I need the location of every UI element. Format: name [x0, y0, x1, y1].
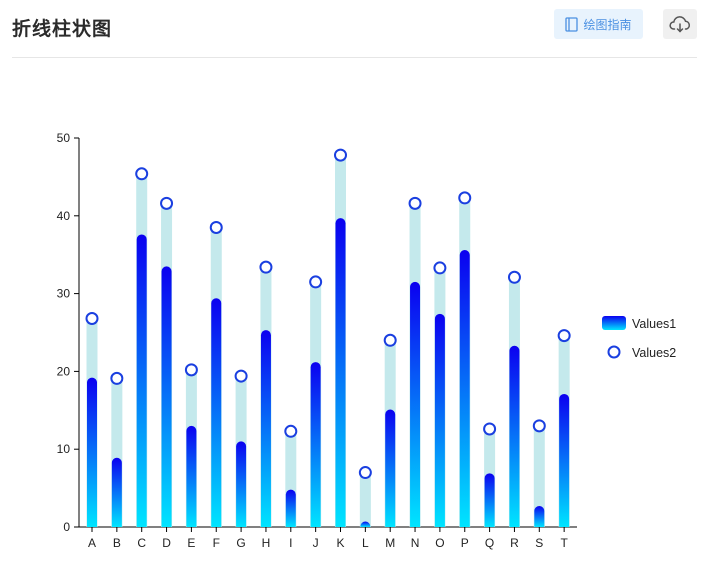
- x-tick-label: I: [289, 536, 292, 550]
- marker-values2: [234, 369, 248, 383]
- x-tick-label: H: [262, 536, 271, 550]
- x-tick-label: K: [336, 536, 344, 550]
- marker-values2: [408, 196, 422, 210]
- header-divider: [12, 57, 697, 58]
- x-tick-label: L: [362, 536, 369, 550]
- bar-values1: [509, 345, 520, 527]
- bar-background: [533, 425, 545, 527]
- marker-values2: [209, 220, 223, 234]
- legend-swatch-values2: [607, 345, 621, 359]
- bar-values1: [310, 362, 321, 527]
- y-tick-label: 20: [57, 364, 71, 378]
- legend-swatch-values1: [602, 316, 626, 330]
- marker-values2: [110, 371, 124, 385]
- bar-values1: [459, 250, 470, 527]
- x-tick-label: N: [411, 536, 420, 550]
- bar-background: [285, 431, 297, 527]
- bar-values1: [87, 377, 97, 527]
- marker-values2: [433, 261, 447, 275]
- x-tick-label: B: [113, 536, 121, 550]
- marker-values2: [458, 191, 472, 205]
- x-tick-label: F: [213, 536, 220, 550]
- marker-values2: [184, 363, 198, 377]
- marker-values2: [358, 466, 372, 480]
- x-tick-label: D: [162, 536, 171, 550]
- x-tick-label: O: [435, 536, 444, 550]
- y-tick-label: 10: [57, 442, 71, 456]
- y-tick-label: 50: [57, 131, 71, 145]
- x-tick-label: T: [560, 536, 568, 550]
- bar-values1: [260, 330, 271, 527]
- y-tick-label: 0: [63, 520, 70, 534]
- bar-values1: [111, 457, 122, 527]
- bar-background: [111, 378, 123, 527]
- header: 折线柱状图 绘图指南: [0, 0, 703, 58]
- bar-background: [359, 472, 371, 527]
- x-tick-label: G: [236, 536, 245, 550]
- bar-values1: [434, 313, 445, 527]
- marker-values2: [309, 275, 323, 289]
- page-title: 折线柱状图: [12, 18, 113, 40]
- bar-group: [87, 218, 570, 527]
- y-tick-label: 30: [57, 287, 71, 301]
- marker-values2: [557, 329, 571, 343]
- marker-values2: [160, 196, 174, 210]
- bar-values1: [410, 281, 421, 527]
- x-tick-label: C: [137, 536, 146, 550]
- bar-values1: [534, 505, 545, 527]
- legend-label-values2: Values2: [632, 346, 676, 360]
- legend-item-values1[interactable]: Values1: [602, 316, 676, 331]
- drawing-guide-button[interactable]: 绘图指南: [554, 9, 643, 39]
- marker-values2: [383, 333, 397, 347]
- x-tick-label: M: [385, 536, 395, 550]
- x-tick-label: E: [187, 536, 195, 550]
- bar-values1: [211, 298, 222, 527]
- marker-values2: [284, 424, 298, 438]
- x-tick-label: S: [535, 536, 543, 550]
- x-tick-label: P: [461, 536, 469, 550]
- cloud-download-icon: [669, 16, 691, 33]
- bar-values1: [136, 234, 147, 527]
- legend: Values1 Values2: [602, 316, 676, 360]
- x-tick-label: R: [510, 536, 519, 550]
- x-tick-label: J: [313, 536, 319, 550]
- bar-values1: [186, 425, 197, 527]
- book-icon: [565, 16, 579, 32]
- marker-values2: [507, 270, 521, 284]
- x-tick-label: Q: [485, 536, 494, 550]
- legend-item-values2[interactable]: Values2: [607, 345, 677, 360]
- bar-values1: [559, 393, 570, 527]
- bar-values1: [236, 441, 247, 527]
- bar-values1: [385, 409, 396, 527]
- chart-axes: 0 10 20 30 40 50 A B C D E F G H I J K L M N O P Q R S T: [57, 131, 577, 550]
- marker-values2: [483, 422, 497, 436]
- bar-values1: [360, 521, 371, 527]
- bar-values1: [161, 266, 172, 527]
- marker-values2: [334, 148, 347, 162]
- drawing-guide-label: 绘图指南: [583, 17, 632, 32]
- bar-values1: [285, 489, 296, 527]
- marker-group: [85, 148, 571, 480]
- download-button[interactable]: [663, 9, 697, 39]
- marker-values2: [532, 419, 546, 433]
- y-tick-label: 40: [57, 209, 71, 223]
- bar-background-group: [86, 155, 570, 528]
- legend-label-values1: Values1: [632, 317, 676, 331]
- marker-values2: [135, 167, 149, 181]
- x-tick-label: A: [88, 536, 96, 550]
- bar-values1: [484, 473, 495, 527]
- marker-values2: [85, 311, 99, 325]
- marker-values2: [259, 260, 273, 274]
- bar-values1: [335, 218, 346, 527]
